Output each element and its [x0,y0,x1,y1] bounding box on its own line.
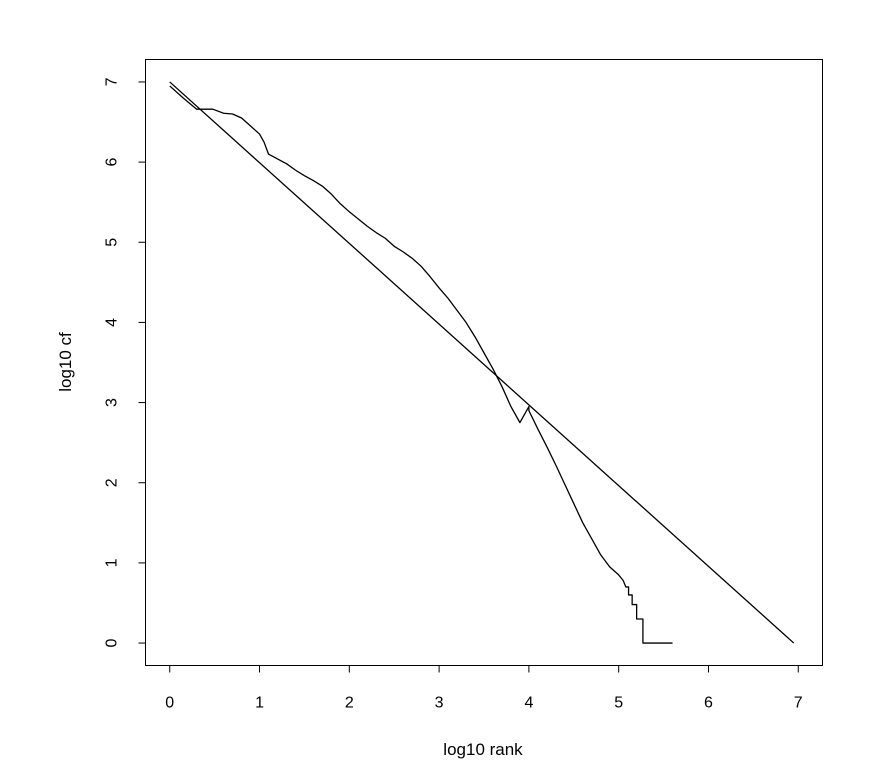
x-tick-label: 3 [435,695,444,712]
x-tick-label: 0 [165,695,174,712]
y-tick-label: 1 [104,558,121,567]
y-tick-label: 2 [104,478,121,487]
x-tick-label: 1 [255,695,264,712]
x-axis-title: log10 rank [443,740,523,759]
x-tick-label: 7 [794,695,803,712]
x-tick-label: 5 [614,695,623,712]
y-tick-label: 4 [104,318,121,327]
y-tick-label: 0 [104,639,121,648]
y-axis-title: log10 cf [56,332,75,392]
zipf-fit-line [169,81,795,644]
plot-frame [145,59,823,666]
x-tick-label: 4 [524,695,533,712]
y-tick-label: 3 [104,398,121,407]
frequency-curve [169,85,673,644]
x-tick-label: 6 [704,695,713,712]
plot-area [169,81,795,644]
x-axis: 0 1 2 3 4 5 6 7 [165,665,803,712]
y-tick-label: 5 [104,238,121,247]
y-tick-label: 6 [104,158,121,167]
y-tick-label: 7 [104,77,121,86]
y-axis: 0 1 2 3 4 5 6 7 [104,77,146,648]
x-tick-label: 2 [345,695,354,712]
